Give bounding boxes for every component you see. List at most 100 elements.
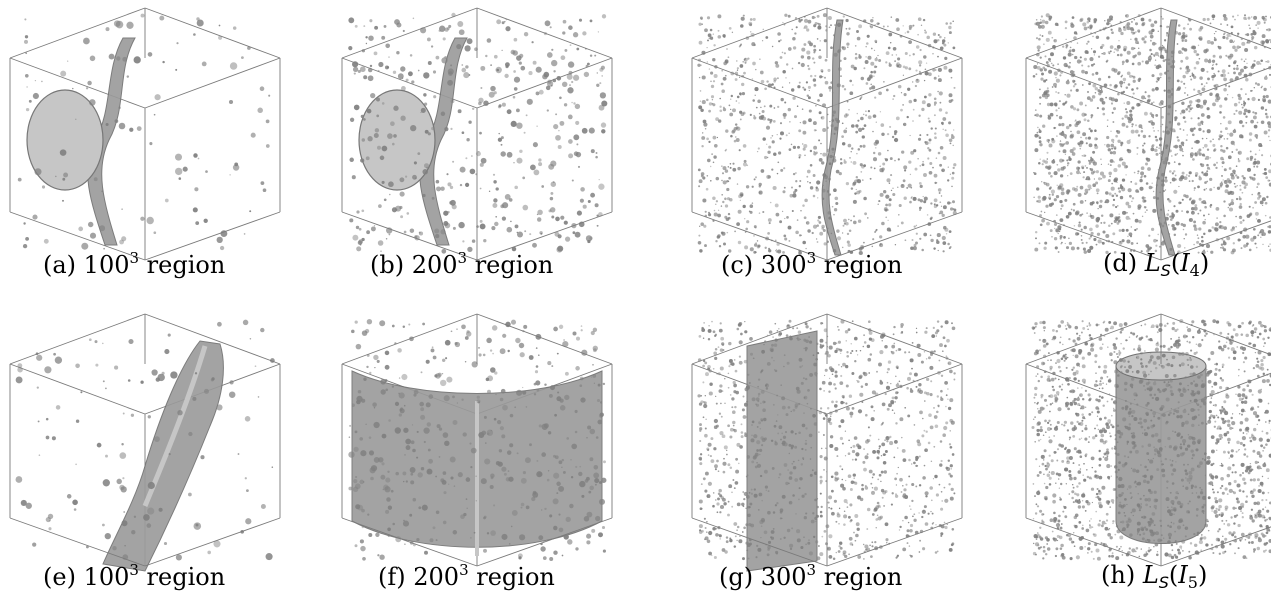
particle bbox=[1186, 134, 1189, 136]
particle bbox=[597, 31, 600, 33]
particle bbox=[791, 28, 793, 31]
particle bbox=[1069, 172, 1073, 175]
particle bbox=[918, 182, 922, 185]
particle bbox=[902, 547, 907, 552]
particle bbox=[1099, 171, 1105, 176]
panel-e bbox=[0, 306, 295, 606]
particle bbox=[448, 71, 453, 76]
particle bbox=[1154, 42, 1157, 45]
particle bbox=[1099, 97, 1104, 102]
particle bbox=[1253, 45, 1258, 50]
particle bbox=[703, 517, 706, 520]
cube-edge bbox=[341, 211, 478, 261]
particle bbox=[1255, 246, 1258, 249]
particle bbox=[556, 492, 559, 495]
particle bbox=[769, 118, 773, 122]
particle bbox=[871, 85, 876, 90]
particle bbox=[709, 36, 714, 40]
particle bbox=[556, 352, 559, 355]
particle bbox=[1241, 136, 1244, 139]
particle bbox=[952, 166, 955, 170]
particle bbox=[736, 95, 740, 99]
particle bbox=[1265, 28, 1268, 31]
particle bbox=[1148, 234, 1151, 237]
particle bbox=[1043, 246, 1047, 250]
particle bbox=[895, 18, 900, 22]
particle bbox=[699, 225, 701, 227]
particle bbox=[1245, 121, 1248, 124]
particle bbox=[818, 139, 821, 142]
caption-b: (b) 2003 region bbox=[370, 249, 554, 279]
particle bbox=[593, 472, 600, 479]
particle bbox=[715, 499, 717, 501]
particle bbox=[1130, 27, 1134, 31]
particle bbox=[881, 221, 885, 226]
particle bbox=[764, 87, 767, 91]
particle bbox=[78, 226, 84, 232]
particle bbox=[1135, 40, 1139, 44]
particle bbox=[102, 380, 105, 383]
particle bbox=[1060, 187, 1065, 191]
particle bbox=[360, 114, 365, 119]
particle bbox=[1147, 94, 1151, 98]
particle bbox=[714, 65, 718, 69]
particle bbox=[500, 388, 506, 394]
particle bbox=[952, 208, 955, 210]
particle bbox=[1178, 162, 1181, 166]
particle bbox=[922, 417, 924, 420]
particle bbox=[767, 118, 770, 121]
volume-render-b bbox=[341, 7, 613, 261]
particle bbox=[887, 149, 889, 152]
particle bbox=[490, 367, 496, 373]
particle bbox=[711, 99, 714, 101]
particle bbox=[368, 436, 372, 439]
particle bbox=[1169, 215, 1172, 218]
particle bbox=[947, 166, 949, 168]
particle bbox=[402, 471, 407, 476]
particle bbox=[717, 14, 722, 19]
particle bbox=[1045, 61, 1049, 64]
particle bbox=[846, 232, 850, 236]
particle bbox=[757, 378, 761, 381]
particle bbox=[912, 196, 917, 201]
particle bbox=[948, 547, 953, 552]
particle bbox=[470, 537, 472, 539]
particle bbox=[1254, 82, 1258, 85]
particle bbox=[938, 359, 941, 362]
particle bbox=[921, 107, 925, 112]
particle bbox=[924, 68, 927, 71]
particle bbox=[911, 239, 914, 241]
particle bbox=[441, 248, 447, 254]
particle bbox=[904, 351, 907, 354]
particle bbox=[804, 198, 808, 203]
particle bbox=[536, 125, 538, 127]
particle bbox=[1182, 154, 1184, 157]
particle bbox=[816, 342, 819, 346]
particle bbox=[1062, 149, 1067, 154]
particle bbox=[176, 42, 179, 45]
particle bbox=[1229, 132, 1234, 137]
particle bbox=[1063, 142, 1066, 146]
particle bbox=[1184, 233, 1188, 236]
particle bbox=[746, 543, 751, 547]
particle bbox=[381, 462, 385, 466]
particle bbox=[798, 498, 800, 501]
particle bbox=[703, 401, 705, 403]
particle bbox=[1088, 237, 1091, 240]
particle bbox=[355, 475, 358, 479]
particle bbox=[471, 361, 478, 368]
particle bbox=[748, 382, 751, 384]
particle bbox=[872, 16, 874, 19]
particle bbox=[908, 351, 911, 354]
particle bbox=[1205, 82, 1208, 85]
particle bbox=[865, 56, 867, 58]
particle bbox=[750, 492, 753, 495]
particle bbox=[146, 216, 154, 225]
particle bbox=[802, 130, 807, 135]
particle bbox=[823, 530, 827, 533]
particle bbox=[866, 42, 869, 45]
particle bbox=[1193, 243, 1195, 246]
particle bbox=[892, 187, 894, 190]
particle bbox=[813, 362, 818, 367]
particle bbox=[734, 78, 738, 81]
